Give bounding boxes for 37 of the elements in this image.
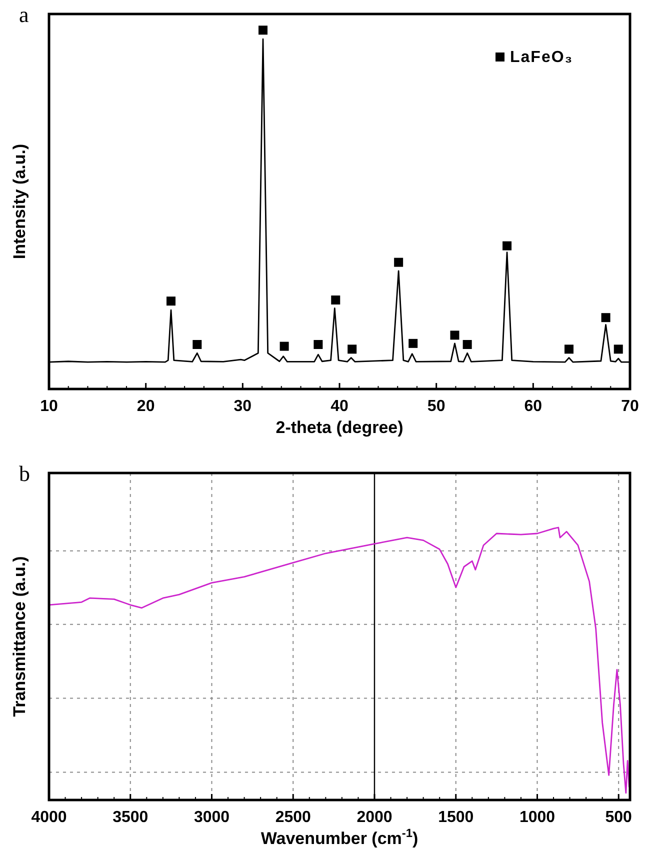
x-tick-label: 4000 [31, 809, 67, 826]
x-tick-label: 3000 [194, 809, 230, 826]
point [348, 344, 357, 354]
y-axis-title: Transmittance (a.u.) [10, 556, 29, 717]
x-tick-label: 1000 [519, 809, 556, 826]
point [564, 344, 574, 354]
x-axis-title: 2-theta (degree) [276, 418, 404, 437]
point [462, 340, 472, 349]
chart-title: b [19, 461, 30, 486]
x-tick-label: 10 [40, 398, 58, 415]
point [280, 342, 289, 351]
x-tick-label: 20 [136, 398, 155, 415]
x-tick-label: 2500 [275, 809, 312, 826]
y-axis-title: Intensity (a.u.) [10, 144, 29, 260]
point [394, 258, 404, 267]
x-tick-label: 40 [330, 398, 348, 415]
legend-label: LaFeO₃ [510, 49, 574, 66]
x-tick-label: 30 [234, 398, 252, 415]
point [166, 296, 176, 306]
point [258, 26, 268, 35]
point [314, 340, 323, 349]
x-tick-label: 50 [427, 398, 446, 415]
x-tick-label: 3500 [112, 809, 148, 826]
chart-title: a [19, 2, 29, 27]
x-tick-label: 2000 [356, 809, 392, 826]
point [601, 313, 610, 322]
x-tick-label: 1500 [438, 809, 474, 826]
point [614, 344, 623, 354]
point [192, 340, 202, 349]
x-tick-label: 500 [605, 809, 632, 826]
point [408, 338, 418, 348]
point [502, 241, 512, 250]
x-tick-label: 70 [621, 398, 639, 415]
point [331, 296, 340, 305]
point [450, 330, 460, 340]
x-tick-label: 60 [524, 398, 542, 415]
x-axis-title: Wavenumber (cm$^{-1}$) [260, 826, 418, 848]
